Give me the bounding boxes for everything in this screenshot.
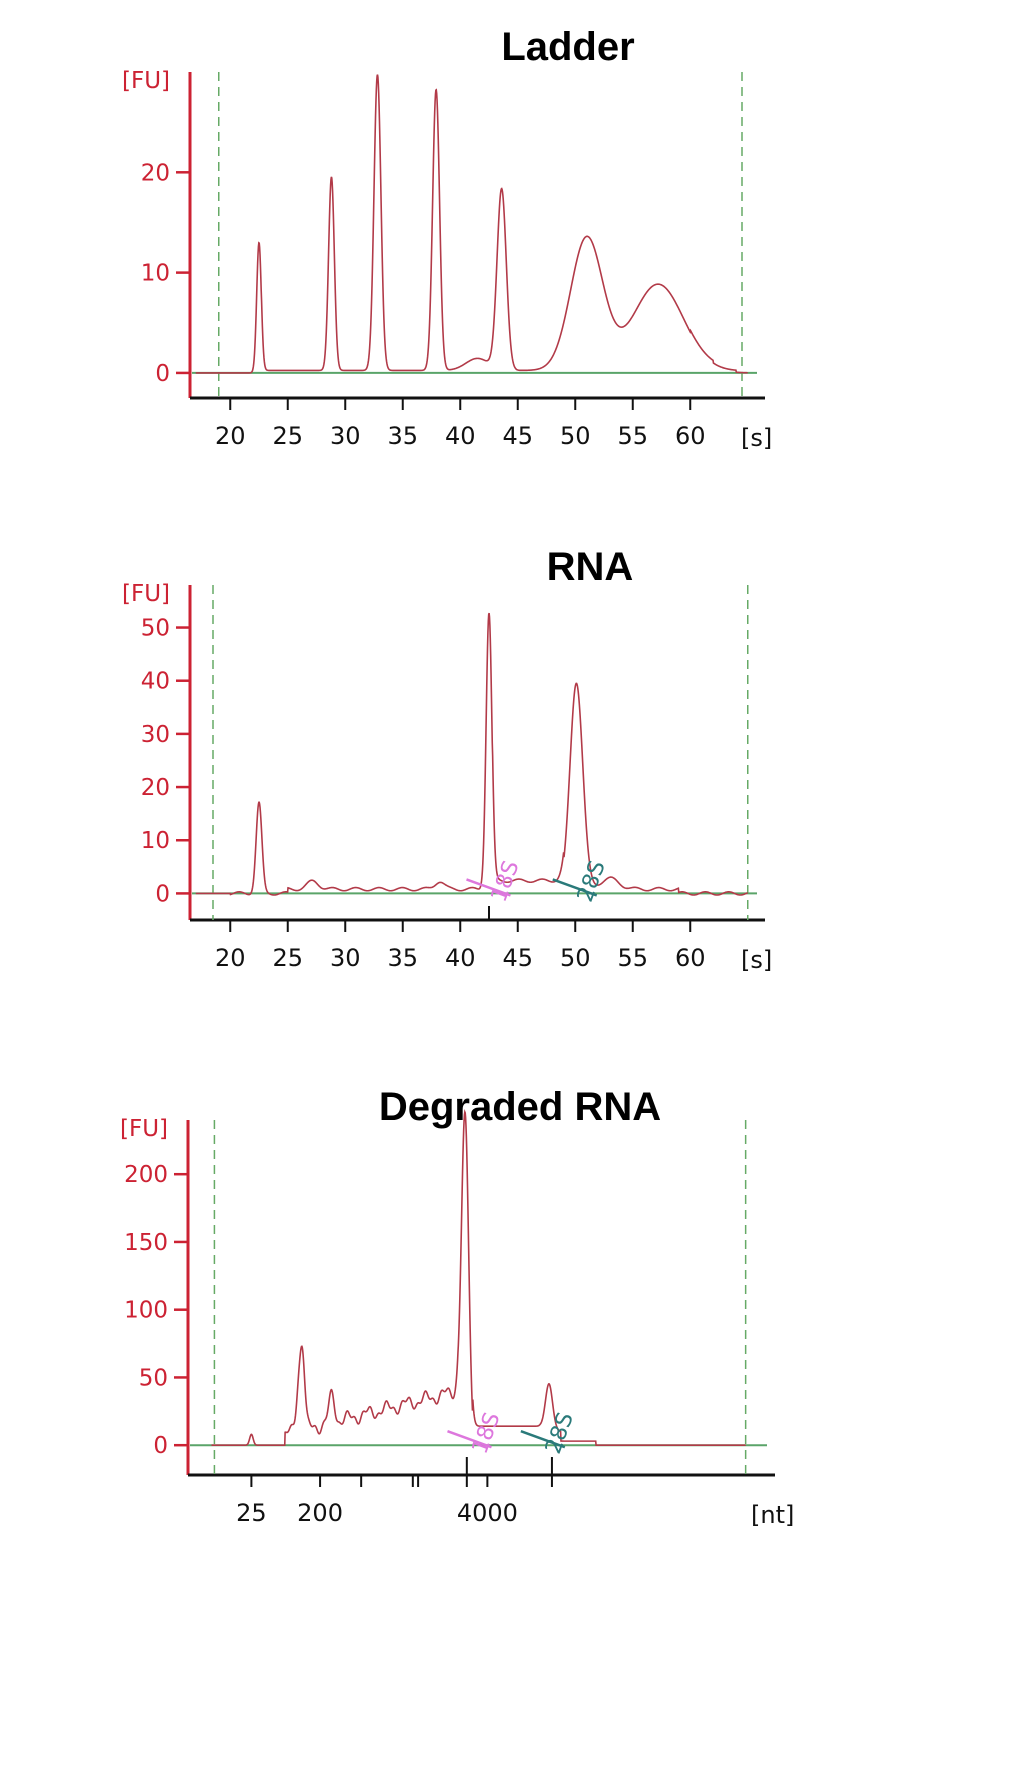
electropherogram-2: RNA [FU] 0 10 20 30 40 50 20 25 30 35 40 45 50 55 60 [s] 1…: [122, 545, 772, 974]
x-unit-label: [s]: [741, 946, 772, 974]
x-tick-label: 40: [445, 422, 476, 450]
x-tick-label: 25: [272, 422, 303, 450]
y-tick-label: 20: [141, 160, 170, 186]
x-tick-label: 25: [272, 944, 303, 972]
x-tick-label: 35: [387, 422, 418, 450]
chart-title: RNA: [547, 545, 634, 589]
y-tick-label: 40: [141, 669, 170, 695]
electropherogram-1: Ladder [FU] 0 10 20 20 25 30 35 40 45 50 55 60 [s]: [122, 25, 772, 452]
x-tick-label: 55: [617, 422, 648, 450]
x-tick-label: 45: [502, 944, 533, 972]
y-tick-label: 20: [141, 775, 170, 801]
peak-marker-label: 18S: [468, 1409, 506, 1457]
y-tick-label: 100: [124, 1298, 168, 1324]
trace-line: [195, 612, 749, 896]
y-tick-label: 10: [141, 261, 170, 287]
x-tick-label: 55: [617, 944, 648, 972]
y-tick-label: 50: [139, 1365, 168, 1391]
x-tick-label: 30: [330, 944, 361, 972]
trace-line: [211, 1109, 746, 1446]
x-tick-label: 35: [387, 944, 418, 972]
x-tick-label: 50: [560, 422, 591, 450]
x-tick-label: 200: [297, 1499, 343, 1527]
x-tick-label: 50: [560, 944, 591, 972]
y-tick-label: 0: [153, 1433, 168, 1459]
y-unit-label: [FU]: [122, 581, 170, 607]
x-tick-label: 40: [445, 944, 476, 972]
y-tick-label: 200: [124, 1162, 168, 1188]
x-unit-label: [nt]: [751, 1501, 794, 1529]
chart-title: Degraded RNA: [379, 1085, 661, 1129]
peak-marker-line: [552, 878, 598, 897]
x-unit-label: [s]: [741, 424, 772, 452]
y-unit-label: [FU]: [120, 1116, 168, 1142]
y-tick-label: 0: [155, 361, 170, 387]
y-tick-label: 10: [141, 828, 170, 854]
y-tick-label: 30: [141, 722, 170, 748]
peak-marker-label: 18S: [487, 857, 525, 905]
trace-line: [195, 74, 748, 374]
x-tick-label: 25: [236, 1499, 267, 1527]
peak-marker-label: 28S: [541, 1409, 579, 1457]
peak-marker-line: [520, 1430, 566, 1449]
x-tick-label: 60: [675, 422, 706, 450]
x-tick-label: 4000: [457, 1499, 518, 1527]
x-tick-label: 60: [675, 944, 706, 972]
y-tick-label: 0: [155, 881, 170, 907]
peak-marker-label: 28S: [573, 857, 611, 905]
x-tick-label: 30: [330, 422, 361, 450]
x-tick-label: 20: [215, 422, 246, 450]
electropherogram-3: Degraded RNA [FU] 0 50 100 150 200 25 200 4000 [nt…: [120, 1085, 794, 1529]
y-tick-label: 50: [141, 616, 170, 642]
x-tick-label: 45: [502, 422, 533, 450]
chart-title: Ladder: [501, 25, 634, 69]
peak-marker-line: [447, 1430, 492, 1449]
peak-marker-line: [466, 878, 511, 897]
x-tick-label: 20: [215, 944, 246, 972]
y-unit-label: [FU]: [122, 68, 170, 94]
y-tick-label: 150: [124, 1230, 168, 1256]
